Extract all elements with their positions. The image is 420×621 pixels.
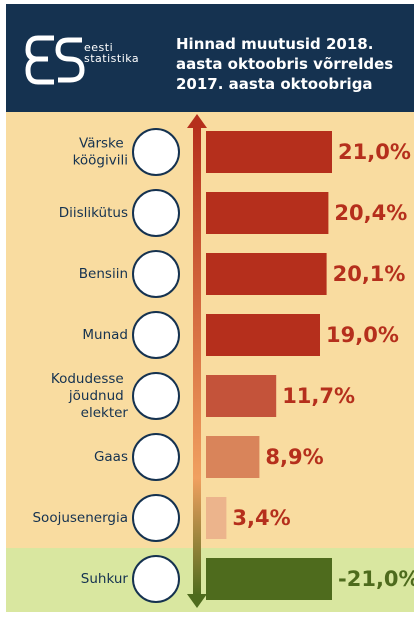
- category-label: Värske köögivili: [73, 136, 128, 169]
- icon: [132, 128, 180, 176]
- bar: [206, 192, 329, 234]
- category-line: Soojusenergia: [32, 510, 128, 526]
- bar: [206, 436, 260, 478]
- category-line: Diislikütus: [59, 205, 128, 221]
- value-label: 20,4%: [334, 201, 407, 225]
- category-line: elekter: [81, 405, 129, 421]
- bar: [206, 131, 332, 173]
- category-label: Suhkur: [81, 571, 129, 587]
- value-label: 19,0%: [326, 323, 399, 347]
- category-label: Diislikütus: [59, 205, 128, 221]
- bar: [206, 253, 327, 295]
- category-line: Gaas: [94, 449, 128, 465]
- value-label: 21,0%: [338, 140, 411, 164]
- category-line: Värske: [79, 136, 128, 152]
- bar: [206, 375, 277, 417]
- category-line: Kodudesse: [51, 371, 128, 387]
- icon: [132, 311, 180, 359]
- arrow-head: [187, 114, 207, 128]
- icon: [132, 494, 180, 542]
- bar: [206, 497, 227, 539]
- category-line: Bensiin: [79, 266, 128, 282]
- chart-title: Hinnad muutusid 2018. aasta oktoobris võ…: [176, 35, 394, 93]
- icon: [132, 250, 180, 298]
- category-line: Munad: [82, 327, 128, 343]
- header: eesti statistika Hinnad muutusid 2018. a…: [6, 4, 414, 112]
- icon: [132, 555, 180, 603]
- arrow-head: [187, 594, 207, 608]
- arrow-shaft: [193, 126, 201, 596]
- category-line: Suhkur: [81, 571, 129, 587]
- category-line: köögivili: [73, 153, 128, 169]
- chart: Värske köögivili 21,0% Diislikütus 20,4% Ben…: [6, 112, 414, 612]
- category-line: jõudnud: [68, 388, 128, 404]
- value-label: 20,1%: [333, 262, 406, 286]
- icon: [132, 189, 180, 237]
- bar: [206, 314, 320, 356]
- category-label: Bensiin: [79, 266, 128, 282]
- value-label: 8,9%: [265, 445, 323, 469]
- logo-mark: [25, 35, 85, 85]
- bar: [206, 558, 332, 600]
- category-label: Soojusenergia: [32, 510, 128, 526]
- icon: [132, 372, 180, 420]
- icon: [132, 433, 180, 481]
- infographic: eesti statistika Hinnad muutusid 2018. a…: [6, 4, 414, 616]
- value-label: 3,4%: [232, 506, 290, 530]
- category-label: Munad: [82, 327, 128, 343]
- category-label: Gaas: [94, 449, 128, 465]
- value-label: -21,0%: [338, 567, 414, 591]
- category-label: Kodudesse jõudnud elekter: [51, 371, 129, 421]
- logo-text: eesti statistika: [84, 41, 140, 65]
- value-label: 11,7%: [282, 384, 355, 408]
